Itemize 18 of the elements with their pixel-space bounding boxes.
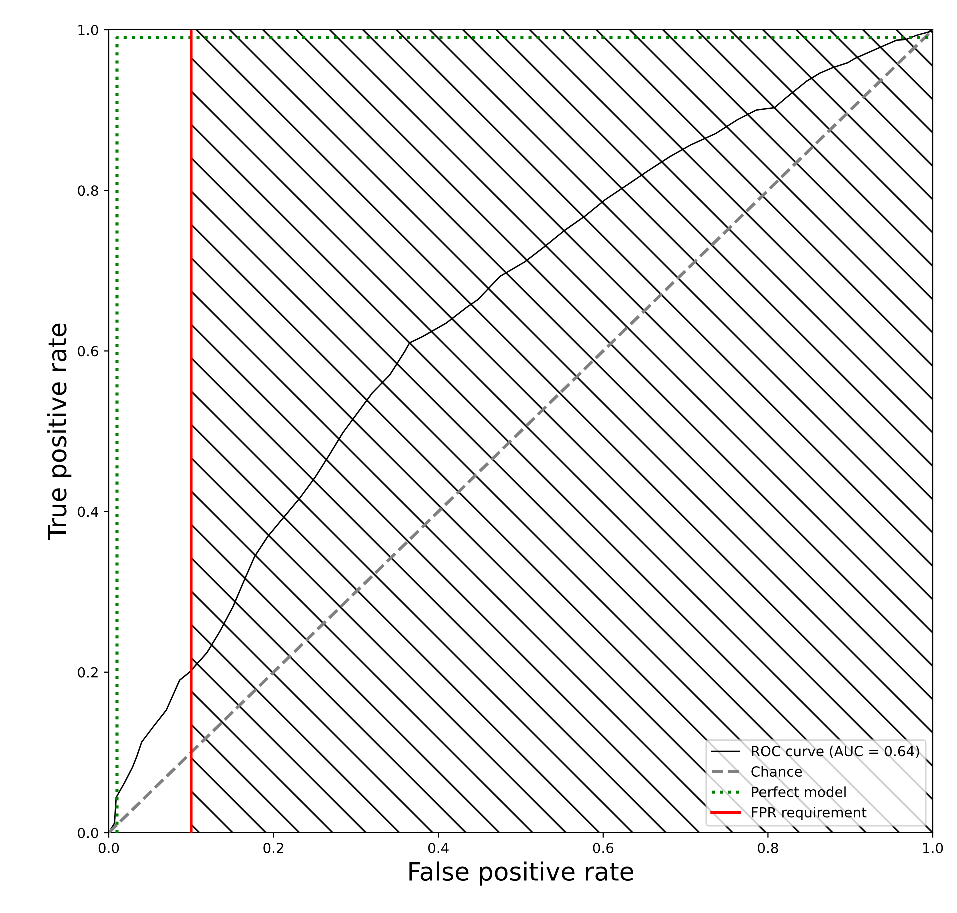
y-tick-label: 0.2 <box>78 667 98 678</box>
legend-label: FPR requirement <box>752 807 867 820</box>
x-tick-label: 0.2 <box>264 842 284 854</box>
y-tick-label: 1.0 <box>78 24 98 36</box>
x-axis-title: False positive rate <box>410 862 634 886</box>
x-tick-label: 1.0 <box>923 842 944 854</box>
legend-label: Chance <box>752 766 802 778</box>
x-tick-label: 0.0 <box>98 842 120 854</box>
x-tick-label: 0.4 <box>428 842 449 854</box>
y-tick-label: 0.6 <box>78 346 98 357</box>
y-axis-title: True positive rate <box>47 324 72 540</box>
y-tick-label: 0.4 <box>78 506 98 518</box>
y-tick-label: 0.8 <box>78 186 98 196</box>
y-tick-label: 0.0 <box>78 828 98 838</box>
x-tick-label: 0.8 <box>758 842 778 854</box>
legend-label: ROC curve (AUC = 0.64) <box>752 746 920 758</box>
x-tick-label: 0.6 <box>593 842 614 854</box>
legend-label: Perfect model <box>752 786 846 798</box>
